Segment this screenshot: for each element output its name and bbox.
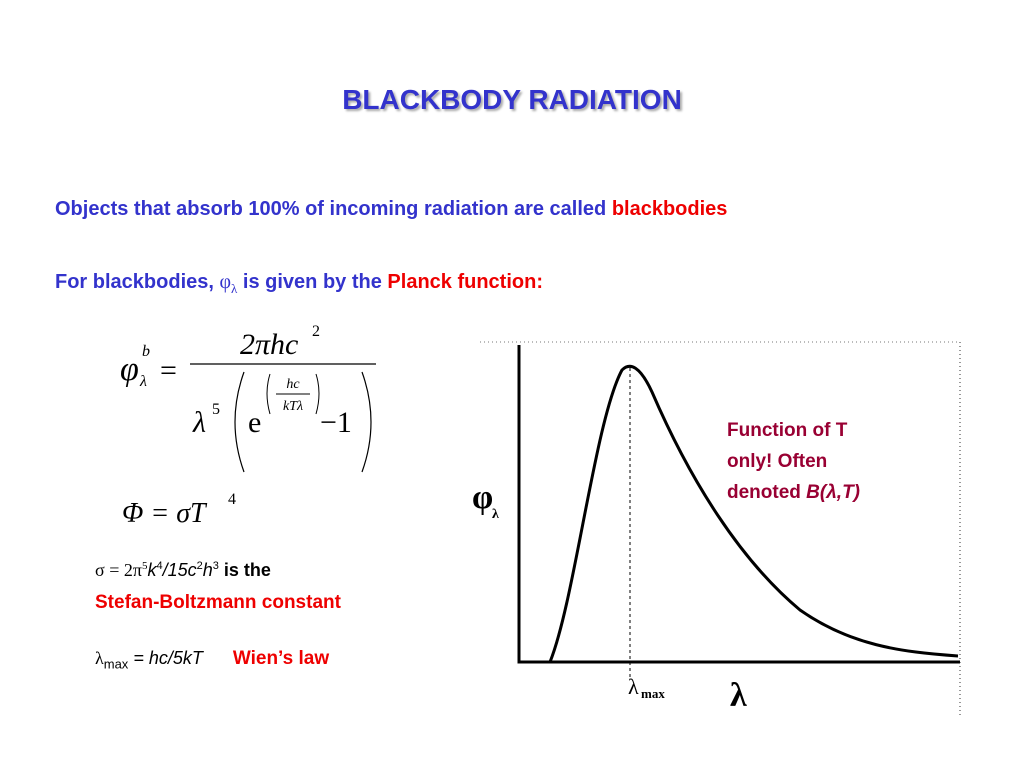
annotation-symbol: B(λ,T) (806, 482, 860, 503)
wien-sub: max (103, 656, 129, 672)
eq-lambda-sup: 5 (212, 401, 220, 418)
eq-numerator: 2πhc (240, 328, 298, 361)
eq-exp-base: e (248, 406, 261, 439)
title: BLACKBODY RADIATION (342, 84, 682, 115)
eq-lhs: φ (120, 351, 139, 388)
intro-highlight: blackbodies (611, 198, 728, 220)
annotation-line: Function of T (727, 420, 848, 441)
small-paren-right (315, 373, 320, 415)
intro-text: Objects that absorb 100% of incoming rad… (55, 198, 607, 220)
planck-prefix: For blackbodies, (55, 271, 214, 293)
wien: λmax = hc/5kT Wien’s law (95, 648, 329, 672)
stefan-sup3: 2 (196, 560, 203, 572)
intro: Objects that absorb 100% of incoming rad… (55, 198, 727, 221)
eq-lambda: λ (192, 406, 206, 439)
wien-name: Wien’s law (232, 648, 330, 669)
planck-middle: is given by the (242, 271, 382, 293)
annotation: Function of T only! Often denoted B(λ,T) (727, 415, 860, 508)
stefan-sup1: 5 (141, 560, 148, 572)
x-axis-label: λ (730, 677, 747, 714)
eq-exp-den: kTλ (283, 399, 303, 414)
stefan-part2: k (147, 560, 157, 580)
eq-equals: = (160, 354, 177, 387)
phi-sub: λ (231, 281, 238, 296)
annotation-prefix: denoted (727, 482, 801, 503)
planck-highlight: Planck function: (387, 271, 543, 293)
paren-left (234, 371, 245, 473)
wien-symbol: λ (95, 648, 104, 668)
axes (517, 345, 960, 664)
stefan-part1: σ = 2π (95, 560, 142, 580)
stefan-constant: σ = 2π5k4/15c2h3 is the (95, 560, 271, 581)
phi-symbol: φ (219, 271, 232, 293)
stefan-tail: is the (223, 560, 271, 580)
eq-numerator-sup: 2 (312, 323, 320, 340)
eq-lhs-sub: λ (139, 373, 147, 390)
stefan-eq: Φ = σT (122, 498, 208, 529)
y-axis-label: φ (472, 479, 493, 516)
eq-exp-num: hc (286, 377, 300, 392)
stefan-part4: h (202, 560, 213, 580)
planck-line: For blackbodies, φλ is given by the Plan… (55, 271, 543, 297)
stefan-sup4: 3 (212, 560, 219, 572)
annotation-line: only! Often (727, 451, 828, 472)
small-paren-left (266, 373, 271, 415)
y-axis-label-sub: λ (492, 507, 499, 522)
eq-minus-one: −1 (320, 406, 352, 439)
stefan-sup2: 4 (156, 560, 163, 572)
stefan-eq-sup: 4 (228, 491, 236, 508)
annotation-line: denoted B(λ,T) (727, 477, 860, 508)
stefan-name: Stefan-Boltzmann constant (95, 592, 341, 613)
planck-curve (548, 364, 959, 663)
peak-label: λ (628, 674, 639, 699)
wien-rhs: = hc/5kT (133, 648, 203, 668)
paren-right (361, 371, 372, 473)
stefan-part3: /15c (162, 560, 197, 580)
eq-lhs-sup: b (142, 343, 150, 360)
peak-label-sub: max (641, 686, 665, 701)
